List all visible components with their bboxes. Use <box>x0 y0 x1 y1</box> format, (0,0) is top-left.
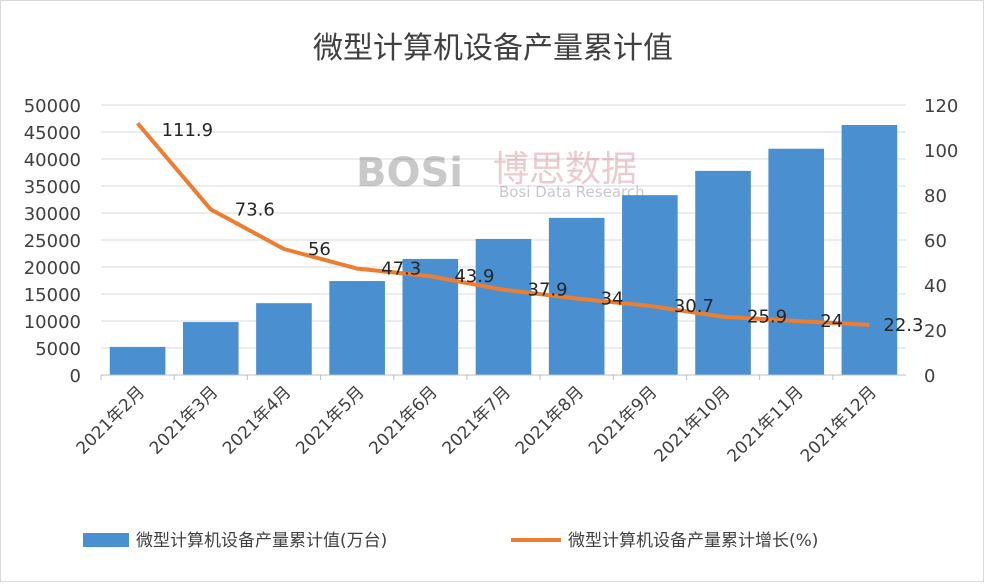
x-tick-label: 2021年10月 <box>651 382 735 466</box>
y-left-tick-label: 20000 <box>24 258 81 279</box>
x-tick-label: 2021年12月 <box>797 382 881 466</box>
growth-line <box>136 121 870 327</box>
y-left-tick-label: 5000 <box>35 339 81 360</box>
watermark: BOSi 博思数据 Bosi Data Research <box>356 149 645 201</box>
line-data-label: 37.9 <box>528 280 568 301</box>
y-left-tick-label: 15000 <box>24 285 81 306</box>
y-left-tick-label: 40000 <box>24 150 81 171</box>
chart-title: 微型计算机设备产量累计值 <box>313 31 673 66</box>
y-left-tick-label: 10000 <box>24 312 81 333</box>
line-data-label: 22.3 <box>883 315 923 336</box>
x-tick-label: 2021年2月 <box>73 382 149 458</box>
x-tick-label: 2021年9月 <box>585 382 661 458</box>
line-data-label: 25.9 <box>747 307 787 328</box>
y-left-tick-label: 35000 <box>24 177 81 198</box>
legend-bar-swatch <box>83 533 129 547</box>
line-data-label: 111.9 <box>162 120 214 141</box>
line-data-label: 43.9 <box>454 266 494 287</box>
bar <box>768 148 825 375</box>
bar <box>841 124 898 375</box>
x-tick-label: 2021年8月 <box>512 382 588 458</box>
bar <box>622 195 678 375</box>
x-tick-label: 2021年5月 <box>292 382 368 458</box>
line-data-label: 34 <box>601 289 624 310</box>
y-right-tick-label: 60 <box>924 231 947 252</box>
y-left-tick-label: 25000 <box>24 231 81 252</box>
bar <box>256 303 312 375</box>
line-data-label: 73.6 <box>235 199 275 220</box>
y-left-tick-label: 50000 <box>24 96 81 117</box>
x-tick-label: 2021年7月 <box>439 382 515 458</box>
x-tick-label: 2021年4月 <box>219 382 295 458</box>
watermark-logo: BOSi <box>356 150 463 196</box>
x-tick-label: 2021年11月 <box>724 382 808 466</box>
bar <box>109 346 166 375</box>
bar <box>182 322 239 375</box>
line-data-label: 24 <box>820 311 843 332</box>
y-left-tick-label: 0 <box>70 366 81 387</box>
watermark-cn: 博思数据 <box>493 149 637 190</box>
y-right-tick-label: 80 <box>924 186 947 207</box>
x-tick-label: 2021年3月 <box>146 382 222 458</box>
bar <box>695 170 751 375</box>
y-right-tick-label: 20 <box>924 321 947 342</box>
legend-bar-label: 微型计算机设备产量累计值(万台) <box>136 531 387 551</box>
bar <box>475 238 532 375</box>
line-data-label: 56 <box>308 239 331 260</box>
legend-line-label: 微型计算机设备产量累计增长(%) <box>568 531 818 551</box>
y-right-tick-label: 100 <box>924 141 958 162</box>
y-right-tick-label: 120 <box>924 96 958 117</box>
line-data-label: 47.3 <box>381 259 421 280</box>
bar <box>329 281 385 375</box>
y-left-tick-label: 30000 <box>24 204 81 225</box>
x-tick-label: 2021年6月 <box>365 382 441 458</box>
y-left-tick-label: 45000 <box>24 123 81 144</box>
y-right-tick-label: 40 <box>924 276 947 297</box>
watermark-en: Bosi Data Research <box>499 183 645 201</box>
y-right-tick-label: 0 <box>924 366 935 387</box>
line-data-label: 30.7 <box>674 296 714 317</box>
